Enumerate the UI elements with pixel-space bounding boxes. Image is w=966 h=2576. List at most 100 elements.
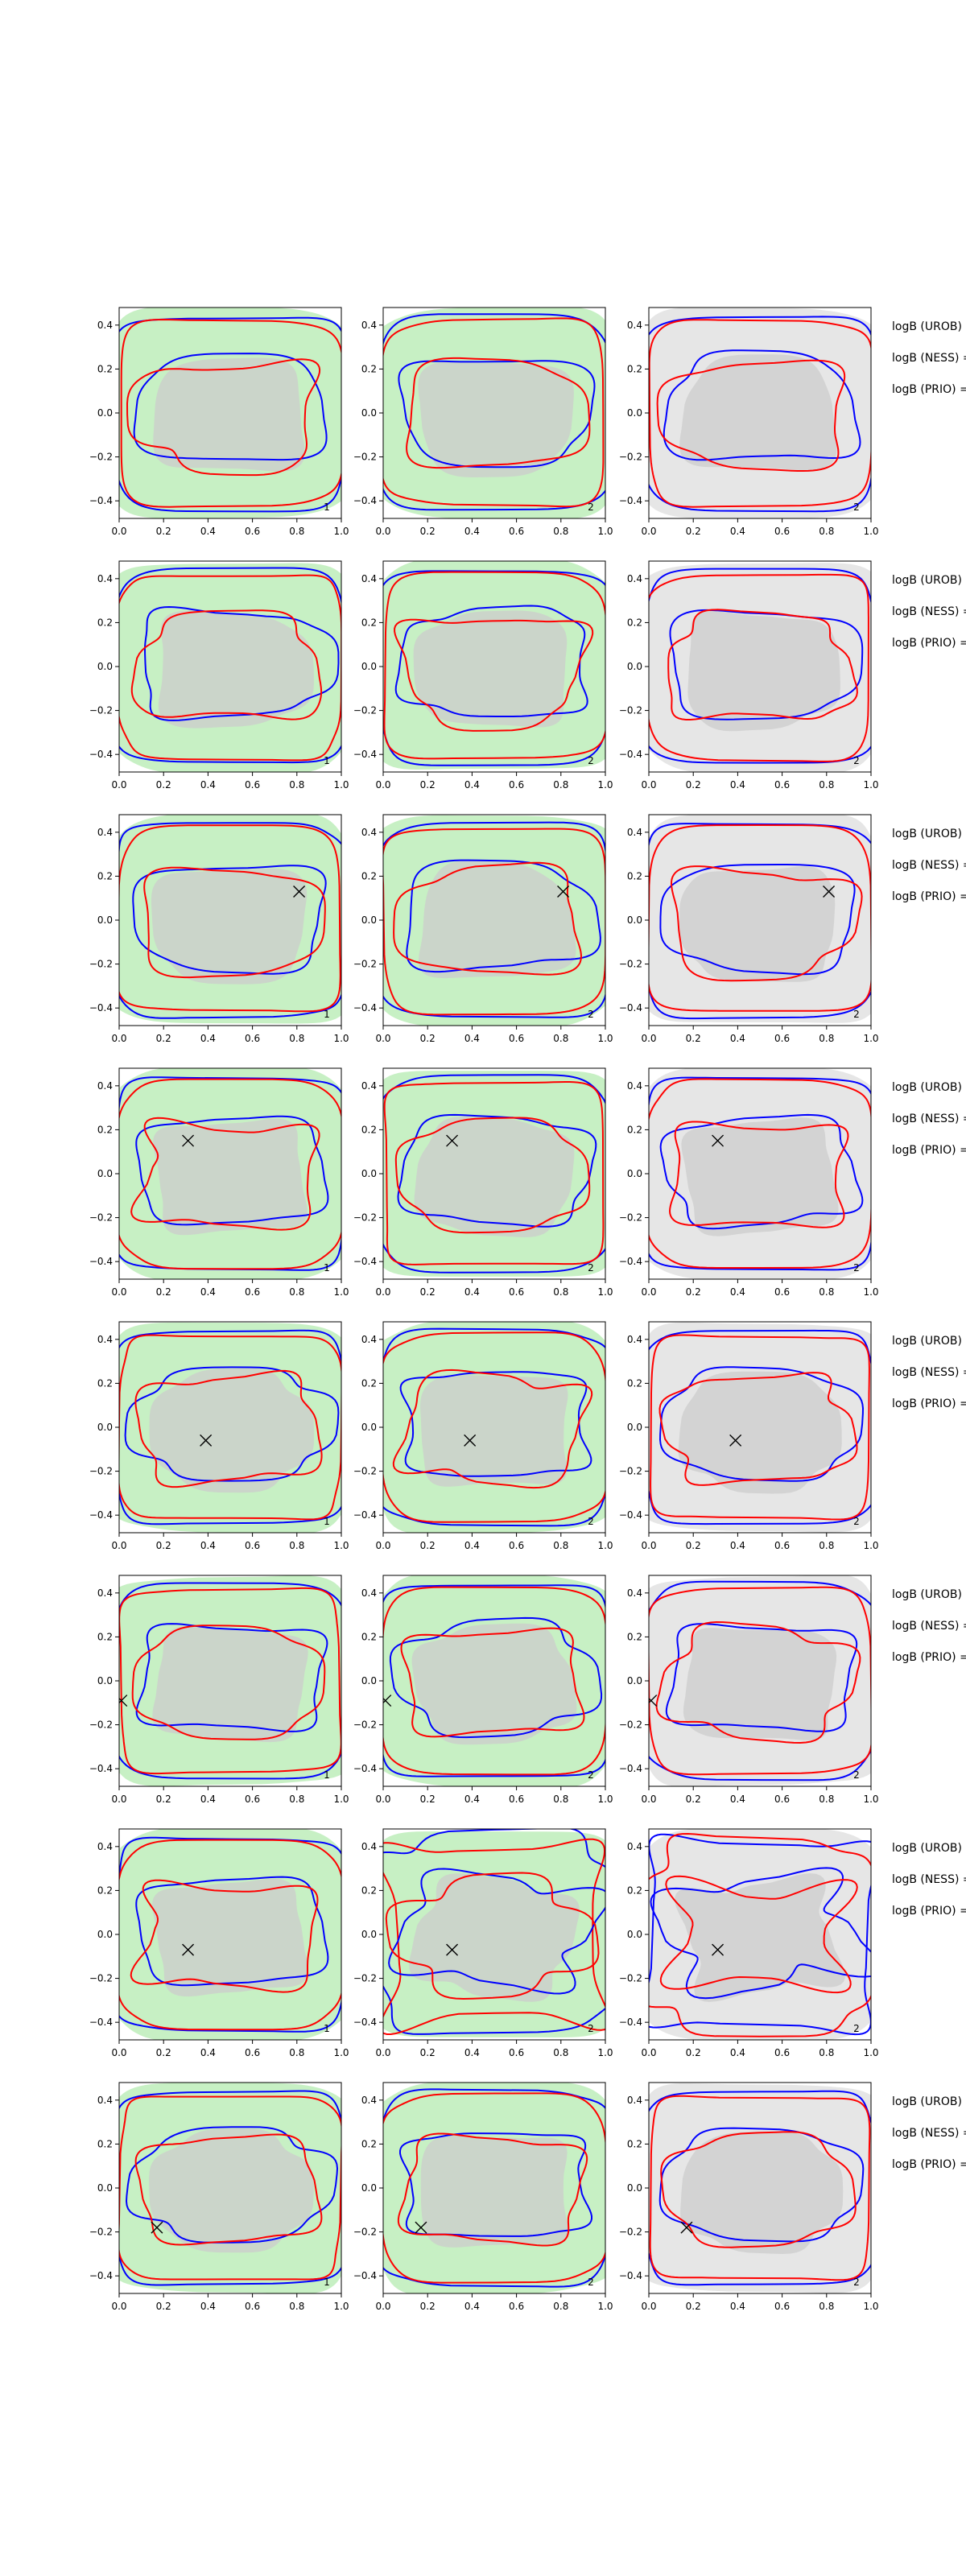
x-tick-label: 1.0	[597, 1540, 613, 1551]
y-tick-label: 0.2	[627, 1124, 642, 1135]
x-tick-label: 0.8	[289, 1286, 304, 1298]
x-tick-label: 1.0	[597, 2047, 613, 2058]
panel-index-label: 2	[853, 502, 860, 513]
inner-region	[158, 610, 314, 729]
red-inner-contour	[400, 1627, 585, 1738]
red-outer-contour	[649, 1832, 871, 2037]
y-tick-label: 0.2	[627, 1885, 642, 1896]
y-tick-label: 0.0	[627, 661, 642, 672]
panel-r7-c3: 0.0 0.2 0.4 0.6 0.8 1.0 0.4 0.2 0.0 −0.2 −0.4 2	[619, 1828, 879, 2058]
x-tick-label: 0.6	[509, 526, 524, 537]
inner-region	[687, 610, 840, 732]
red-outer-contour	[649, 824, 871, 1012]
panel-index-label: 2	[853, 1516, 860, 1527]
y-tick-label: −0.4	[89, 1763, 113, 1774]
blue-outer-contour	[383, 1584, 605, 1777]
panel-index-label: 1	[324, 1769, 330, 1781]
y-tick-label: 0.2	[627, 2138, 642, 2149]
red-inner-contour	[393, 861, 583, 976]
y-tick-label: −0.2	[353, 1973, 377, 1984]
logb-label: logB (NESS) =	[892, 2127, 966, 2140]
y-tick-label: 0.0	[361, 1675, 377, 1686]
x-tick-label: 0.4	[200, 1794, 216, 1805]
logb-label: logB (UROB) =	[892, 1842, 966, 1855]
y-tick-label: −0.2	[353, 959, 377, 970]
x-tick-label: 0.8	[819, 1286, 834, 1298]
true-value-marker	[415, 2221, 427, 2234]
blue-outer-contour	[119, 1836, 341, 2033]
x-tick-label: 0.2	[686, 1794, 701, 1805]
y-tick-label: −0.4	[89, 1256, 113, 1267]
y-tick-label: −0.2	[619, 452, 642, 463]
y-tick-label: −0.4	[619, 749, 642, 760]
true-value-marker	[119, 1695, 128, 1707]
inner-region	[420, 1375, 568, 1487]
red-inner-contour	[130, 1879, 319, 1993]
inner-region	[153, 357, 305, 472]
panel-index-label: 2	[853, 2023, 860, 2034]
x-tick-label: 0.8	[553, 2301, 568, 2312]
x-tick-label: 0.6	[245, 1540, 260, 1551]
y-tick-label: −0.4	[619, 1763, 642, 1774]
y-tick-label: −0.2	[353, 2227, 377, 2238]
x-tick-label: 0.6	[245, 1794, 260, 1805]
true-value-marker	[712, 1943, 724, 1956]
x-tick-label: 0.8	[819, 1794, 834, 1805]
blue-outer-contour	[649, 2090, 871, 2286]
blue-outer-contour	[383, 1829, 605, 2035]
red-outer-contour	[119, 824, 341, 1013]
inner-region	[153, 1118, 308, 1236]
x-tick-label: 0.6	[774, 2301, 790, 2312]
y-tick-label: 0.2	[97, 363, 113, 374]
y-tick-label: 0.4	[361, 1334, 377, 1345]
x-tick-label: 0.2	[420, 1286, 436, 1298]
x-tick-label: 0.2	[420, 779, 436, 791]
x-tick-label: 0.8	[289, 1033, 304, 1044]
inner-region	[420, 2135, 568, 2248]
red-inner-contour	[397, 2132, 588, 2247]
true-value-marker	[446, 1943, 459, 1956]
panel-r4-c2: 0.0 0.2 0.4 0.6 0.8 1.0 0.4 0.2 0.0 −0.2 −0.4 2	[353, 1067, 613, 1298]
red-inner-contour	[143, 866, 326, 979]
panel-r1-c2: 0.0 0.2 0.4 0.6 0.8 1.0 0.4 0.2 0.0 −0.2 −0.4 2	[353, 307, 613, 537]
red-outer-contour	[119, 1078, 341, 1270]
y-tick-label: 0.0	[361, 914, 377, 926]
panel-r8-c3: 0.0 0.2 0.4 0.6 0.8 1.0 0.4 0.2 0.0 −0.2 −0.4 2	[619, 2082, 879, 2312]
red-outer-contour	[649, 2095, 871, 2281]
panel-r3-c3: 0.0 0.2 0.4 0.6 0.8 1.0 0.4 0.2 0.0 −0.2 −0.4 2	[619, 814, 879, 1044]
x-tick-label: 0.0	[111, 2047, 126, 2058]
red-outer-contour	[649, 1586, 871, 1776]
y-tick-label: −0.2	[619, 705, 642, 716]
blue-outer-contour	[383, 570, 605, 766]
y-tick-label: 0.0	[627, 1422, 642, 1433]
panel-index-label: 2	[588, 2277, 594, 2288]
inner-region	[418, 361, 574, 477]
x-tick-label: 1.0	[863, 1286, 878, 1298]
logb-label: logB (UROB) =	[892, 574, 966, 587]
true-value-marker	[182, 1943, 195, 1956]
y-tick-label: −0.2	[619, 1973, 642, 1984]
x-tick-label: 0.0	[375, 2301, 390, 2312]
logb-label: logB (PRIO) =	[892, 1397, 966, 1410]
panel-index-label: 2	[588, 2023, 594, 2034]
panel-r2-c1: 0.0 0.2 0.4 0.6 0.8 1.0 0.4 0.2 0.0 −0.2 −0.4 1	[89, 560, 349, 791]
red-inner-contour	[658, 1372, 858, 1486]
y-tick-label: 0.0	[361, 407, 377, 419]
inner-region	[678, 1371, 842, 1494]
y-tick-label: 0.4	[627, 2095, 642, 2106]
x-tick-label: 0.0	[111, 2301, 126, 2312]
panel-r8-c1: 0.0 0.2 0.4 0.6 0.8 1.0 0.4 0.2 0.0 −0.2 −0.4 1	[89, 2082, 349, 2312]
x-tick-label: 0.0	[641, 1794, 656, 1805]
x-tick-label: 0.6	[509, 1794, 524, 1805]
red-inner-contour	[130, 1117, 320, 1231]
y-tick-label: −0.2	[619, 1212, 642, 1224]
y-tick-label: 0.4	[627, 1334, 642, 1345]
x-tick-label: 0.0	[375, 1794, 390, 1805]
panel-index-label: 2	[588, 1769, 594, 1781]
x-tick-label: 0.8	[553, 2047, 568, 2058]
red-outer-contour	[119, 1839, 341, 2031]
blue-inner-contour	[658, 1366, 865, 1482]
y-tick-label: 0.2	[361, 1124, 377, 1135]
panel-index-label: 2	[853, 755, 860, 766]
